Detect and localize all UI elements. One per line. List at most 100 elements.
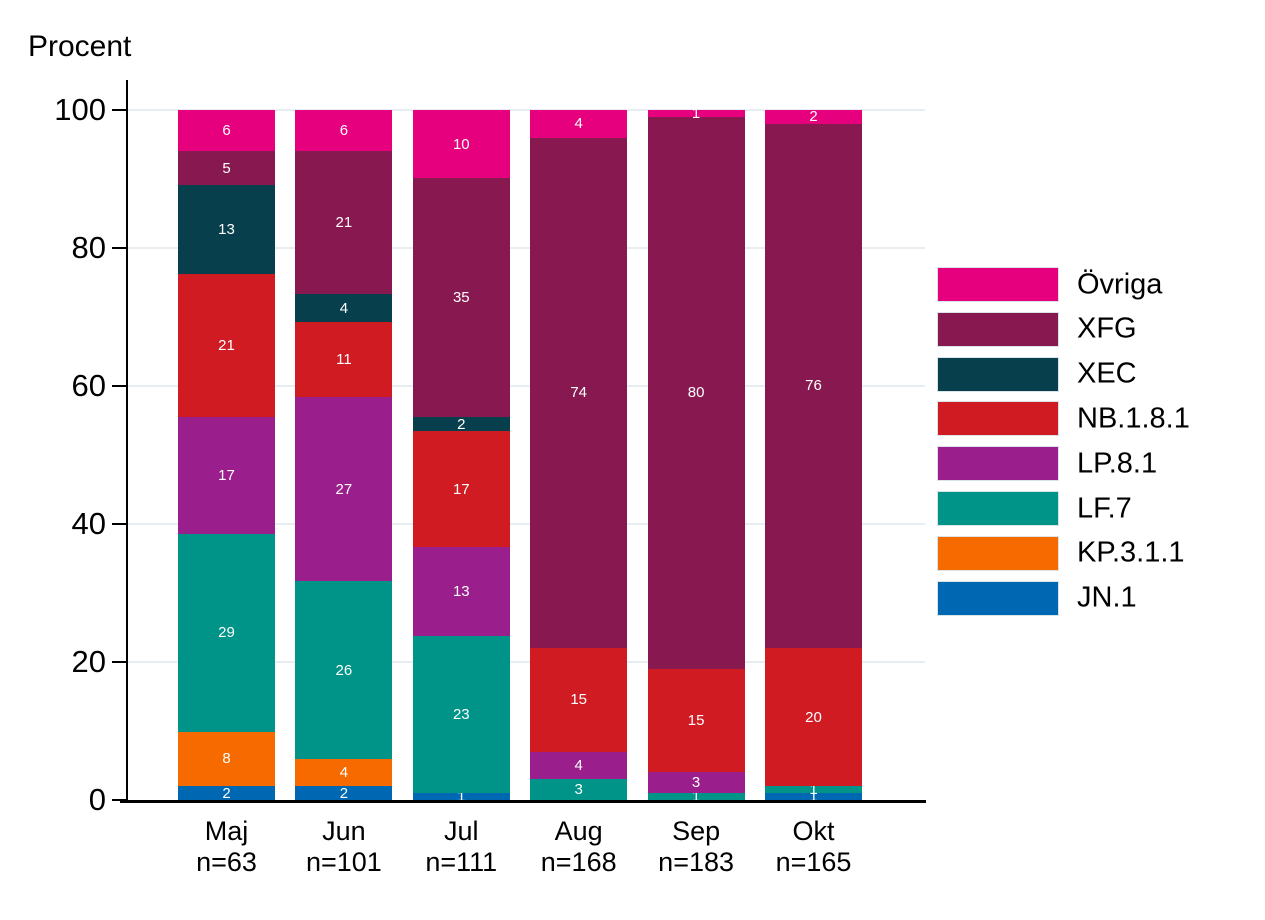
bar-segment-value: 2 (222, 784, 231, 802)
x-axis-label-jun: Jun n=101 (285, 816, 402, 878)
x-axis-label-okt: Okt n=165 (755, 816, 872, 878)
y-tick-label: 0 (88, 782, 106, 817)
bar-segment: 1 (765, 782, 862, 797)
bar-okt: 1 1 20 76 2 (765, 0, 862, 804)
x-axis-line (120, 800, 926, 803)
bar-segment: 29 (178, 533, 275, 732)
gridline (128, 523, 925, 525)
legend-swatch (938, 357, 1058, 391)
bar-segment: 2 (765, 108, 862, 126)
bar-segment: 6 (295, 110, 393, 151)
bar-segment: 17 (412, 431, 510, 548)
bar-segment-value: 35 (452, 289, 470, 307)
bar-segment-value: 76 (805, 377, 822, 395)
x-axis-label-sep: Sep n=183 (638, 816, 755, 878)
y-axis-tick (112, 247, 126, 249)
sample-size-label: n=111 (425, 847, 498, 877)
bar-segment-value: 26 (335, 661, 353, 679)
bar-segment: 1 (765, 789, 862, 804)
gridline (128, 247, 925, 249)
legend-swatch (938, 492, 1058, 525)
bar-segment-value: 1 (809, 781, 818, 799)
bar-segment-value: 80 (687, 384, 705, 402)
bar-segment: 2 (178, 784, 275, 802)
bar-segment: 5 (178, 150, 275, 186)
legend-swatch (938, 447, 1058, 481)
x-axis-label-aug: Aug n=168 (520, 816, 637, 878)
bar-segment-value: 1 (691, 788, 701, 806)
x-axis-label-maj: Maj n=63 (168, 816, 285, 878)
bar-segment: 21 (295, 150, 393, 295)
month-label: Jun (322, 816, 366, 846)
x-axis-label-jul: Jul n=111 (403, 816, 520, 878)
bar-segment: 3 (530, 779, 628, 800)
y-tick-label: 80 (71, 230, 106, 265)
bar-segment-value: 4 (339, 764, 349, 782)
month-label: Sep (672, 816, 721, 846)
y-axis-tick (112, 799, 126, 801)
bar-segment: 23 (412, 636, 510, 794)
y-tick-label: 40 (71, 506, 106, 541)
gridline (128, 661, 925, 663)
month-label: Aug (554, 816, 603, 846)
bar-segment: 4 (295, 759, 393, 787)
bar-segment: 76 (765, 123, 862, 649)
bar-maj: 2 8 29 17 21 13 5 6 (178, 0, 275, 802)
y-axis-tick (112, 385, 126, 387)
legend-swatch (938, 402, 1058, 436)
bar-segment-value: 21 (335, 214, 353, 232)
bar-segment: 11 (295, 321, 393, 397)
bar-segment: 15 (530, 648, 628, 752)
bar-segment: 4 (530, 110, 628, 138)
bar-segment-value: 4 (574, 115, 583, 133)
bar-segment-value: 27 (335, 480, 353, 498)
bar-segment-value: 1 (457, 788, 466, 806)
bar-segment: 2 (412, 417, 510, 432)
bar-segment-value: 23 (452, 706, 470, 724)
bar-segment-value: 4 (339, 299, 349, 317)
legend-label: LP.8.1 (1077, 447, 1158, 480)
bar-segment-value: 11 (336, 350, 352, 368)
sample-size-label: n=168 (540, 847, 617, 877)
y-tick-label: 100 (54, 92, 106, 127)
bar-segment-value: 4 (574, 756, 583, 774)
bar-segment: 17 (178, 417, 275, 534)
bar-segment: 4 (530, 751, 628, 780)
month-label: Jul (444, 816, 479, 846)
y-tick-label: 60 (71, 368, 106, 403)
legend-label: KP.3.1.1 (1077, 536, 1185, 569)
bar-segment-value: 3 (574, 781, 583, 799)
bar-segment: 21 (178, 273, 275, 418)
sample-size-label: n=63 (196, 847, 257, 877)
bar-jul: 1 23 13 17 2 35 10 (412, 0, 510, 804)
bar-segment: 74 (530, 137, 628, 649)
bar-segment-value: 2 (809, 108, 818, 126)
sample-size-label: n=101 (305, 847, 382, 877)
y-axis-tick (112, 523, 126, 525)
bar-segment-value: 20 (805, 708, 822, 726)
bar-segment-value: 29 (218, 624, 235, 642)
bar-segment: 3 (647, 772, 745, 794)
legend-swatch (938, 268, 1058, 301)
legend-label: LF.7 (1077, 492, 1132, 524)
bar-segment-value: 3 (691, 774, 701, 792)
bar-aug: 3 4 15 74 4 (530, 0, 628, 800)
bar-segment: 4 (295, 294, 393, 322)
legend-label: JN.1 (1077, 581, 1137, 614)
y-axis-line (126, 80, 128, 802)
bar-segment-value: 2 (339, 784, 349, 802)
bar-segment: 10 (412, 110, 510, 179)
bar-segment: 8 (178, 731, 275, 787)
bar-segment-value: 8 (222, 750, 231, 768)
bar-segment: 20 (765, 648, 862, 787)
y-axis-title: Procent (28, 30, 132, 63)
bar-segment: 13 (412, 547, 510, 637)
y-tick-label: 20 (71, 644, 106, 679)
legend-label: XEC (1077, 357, 1137, 390)
bar-segment: 80 (647, 116, 745, 669)
sample-size-label: n=183 (658, 847, 735, 877)
legend-swatch (938, 581, 1058, 615)
bar-segment-value: 17 (452, 480, 470, 498)
legend-label: XFG (1077, 312, 1137, 345)
